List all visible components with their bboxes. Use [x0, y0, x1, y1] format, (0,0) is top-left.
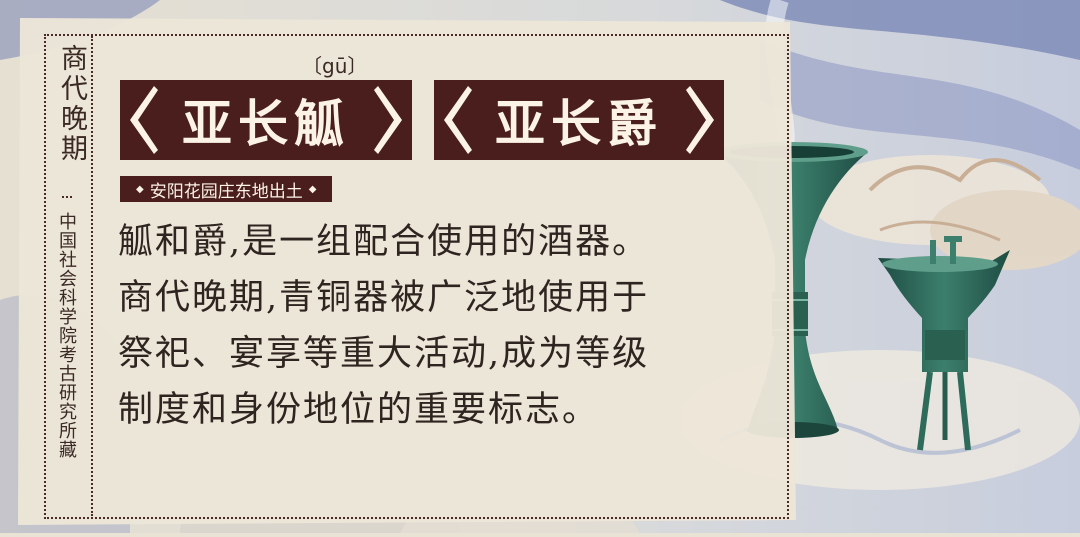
- chevron-right-icon: [374, 86, 402, 154]
- description-line: 觚和爵,是一组配合使用的酒器。: [118, 222, 650, 262]
- period-label: 商代晚期: [56, 44, 87, 164]
- description-line: 商代晚期,青铜器被广泛地使用于: [118, 278, 650, 318]
- title-gu-text: 亚长觚: [182, 94, 350, 153]
- sidebar-divider: [91, 36, 93, 516]
- excavation-location: ◆ 安阳花园庄东地出土 ◆: [120, 176, 333, 202]
- cloud-scroll: [810, 155, 1080, 270]
- diamond-icon: ◆: [136, 183, 144, 195]
- title-gu: 亚长觚: [120, 80, 412, 160]
- dotted-frame: [44, 34, 789, 519]
- institution-label: 中国社会科学院考古研究所藏: [56, 212, 77, 459]
- chevron-right-icon: [686, 86, 714, 154]
- description-line: 祭祀、宴享等重大活动,成为等级: [118, 334, 650, 374]
- bronze-jue-vessel: [878, 236, 1010, 451]
- diamond-icon: ◆: [308, 183, 317, 195]
- pinyin-annotation: 〔gū〕: [302, 54, 368, 78]
- wave-band: [760, 40, 1080, 170]
- title-jue: 亚长爵: [434, 80, 724, 160]
- location-text: 安阳花园庄东地出土: [149, 181, 303, 202]
- chevron-left-icon: [444, 86, 472, 154]
- wave-band: [720, 0, 1080, 60]
- chevron-left-icon: [130, 86, 158, 154]
- title-jue-text: 亚长爵: [495, 94, 663, 153]
- description-text: 觚和爵,是一组配合使用的酒器。 商代晚期,青铜器被广泛地使用于 祭祀、宴享等重大…: [118, 214, 758, 438]
- description-line: 制度和身份地位的重要标志。: [118, 390, 600, 430]
- sidebar-separator: [62, 196, 72, 198]
